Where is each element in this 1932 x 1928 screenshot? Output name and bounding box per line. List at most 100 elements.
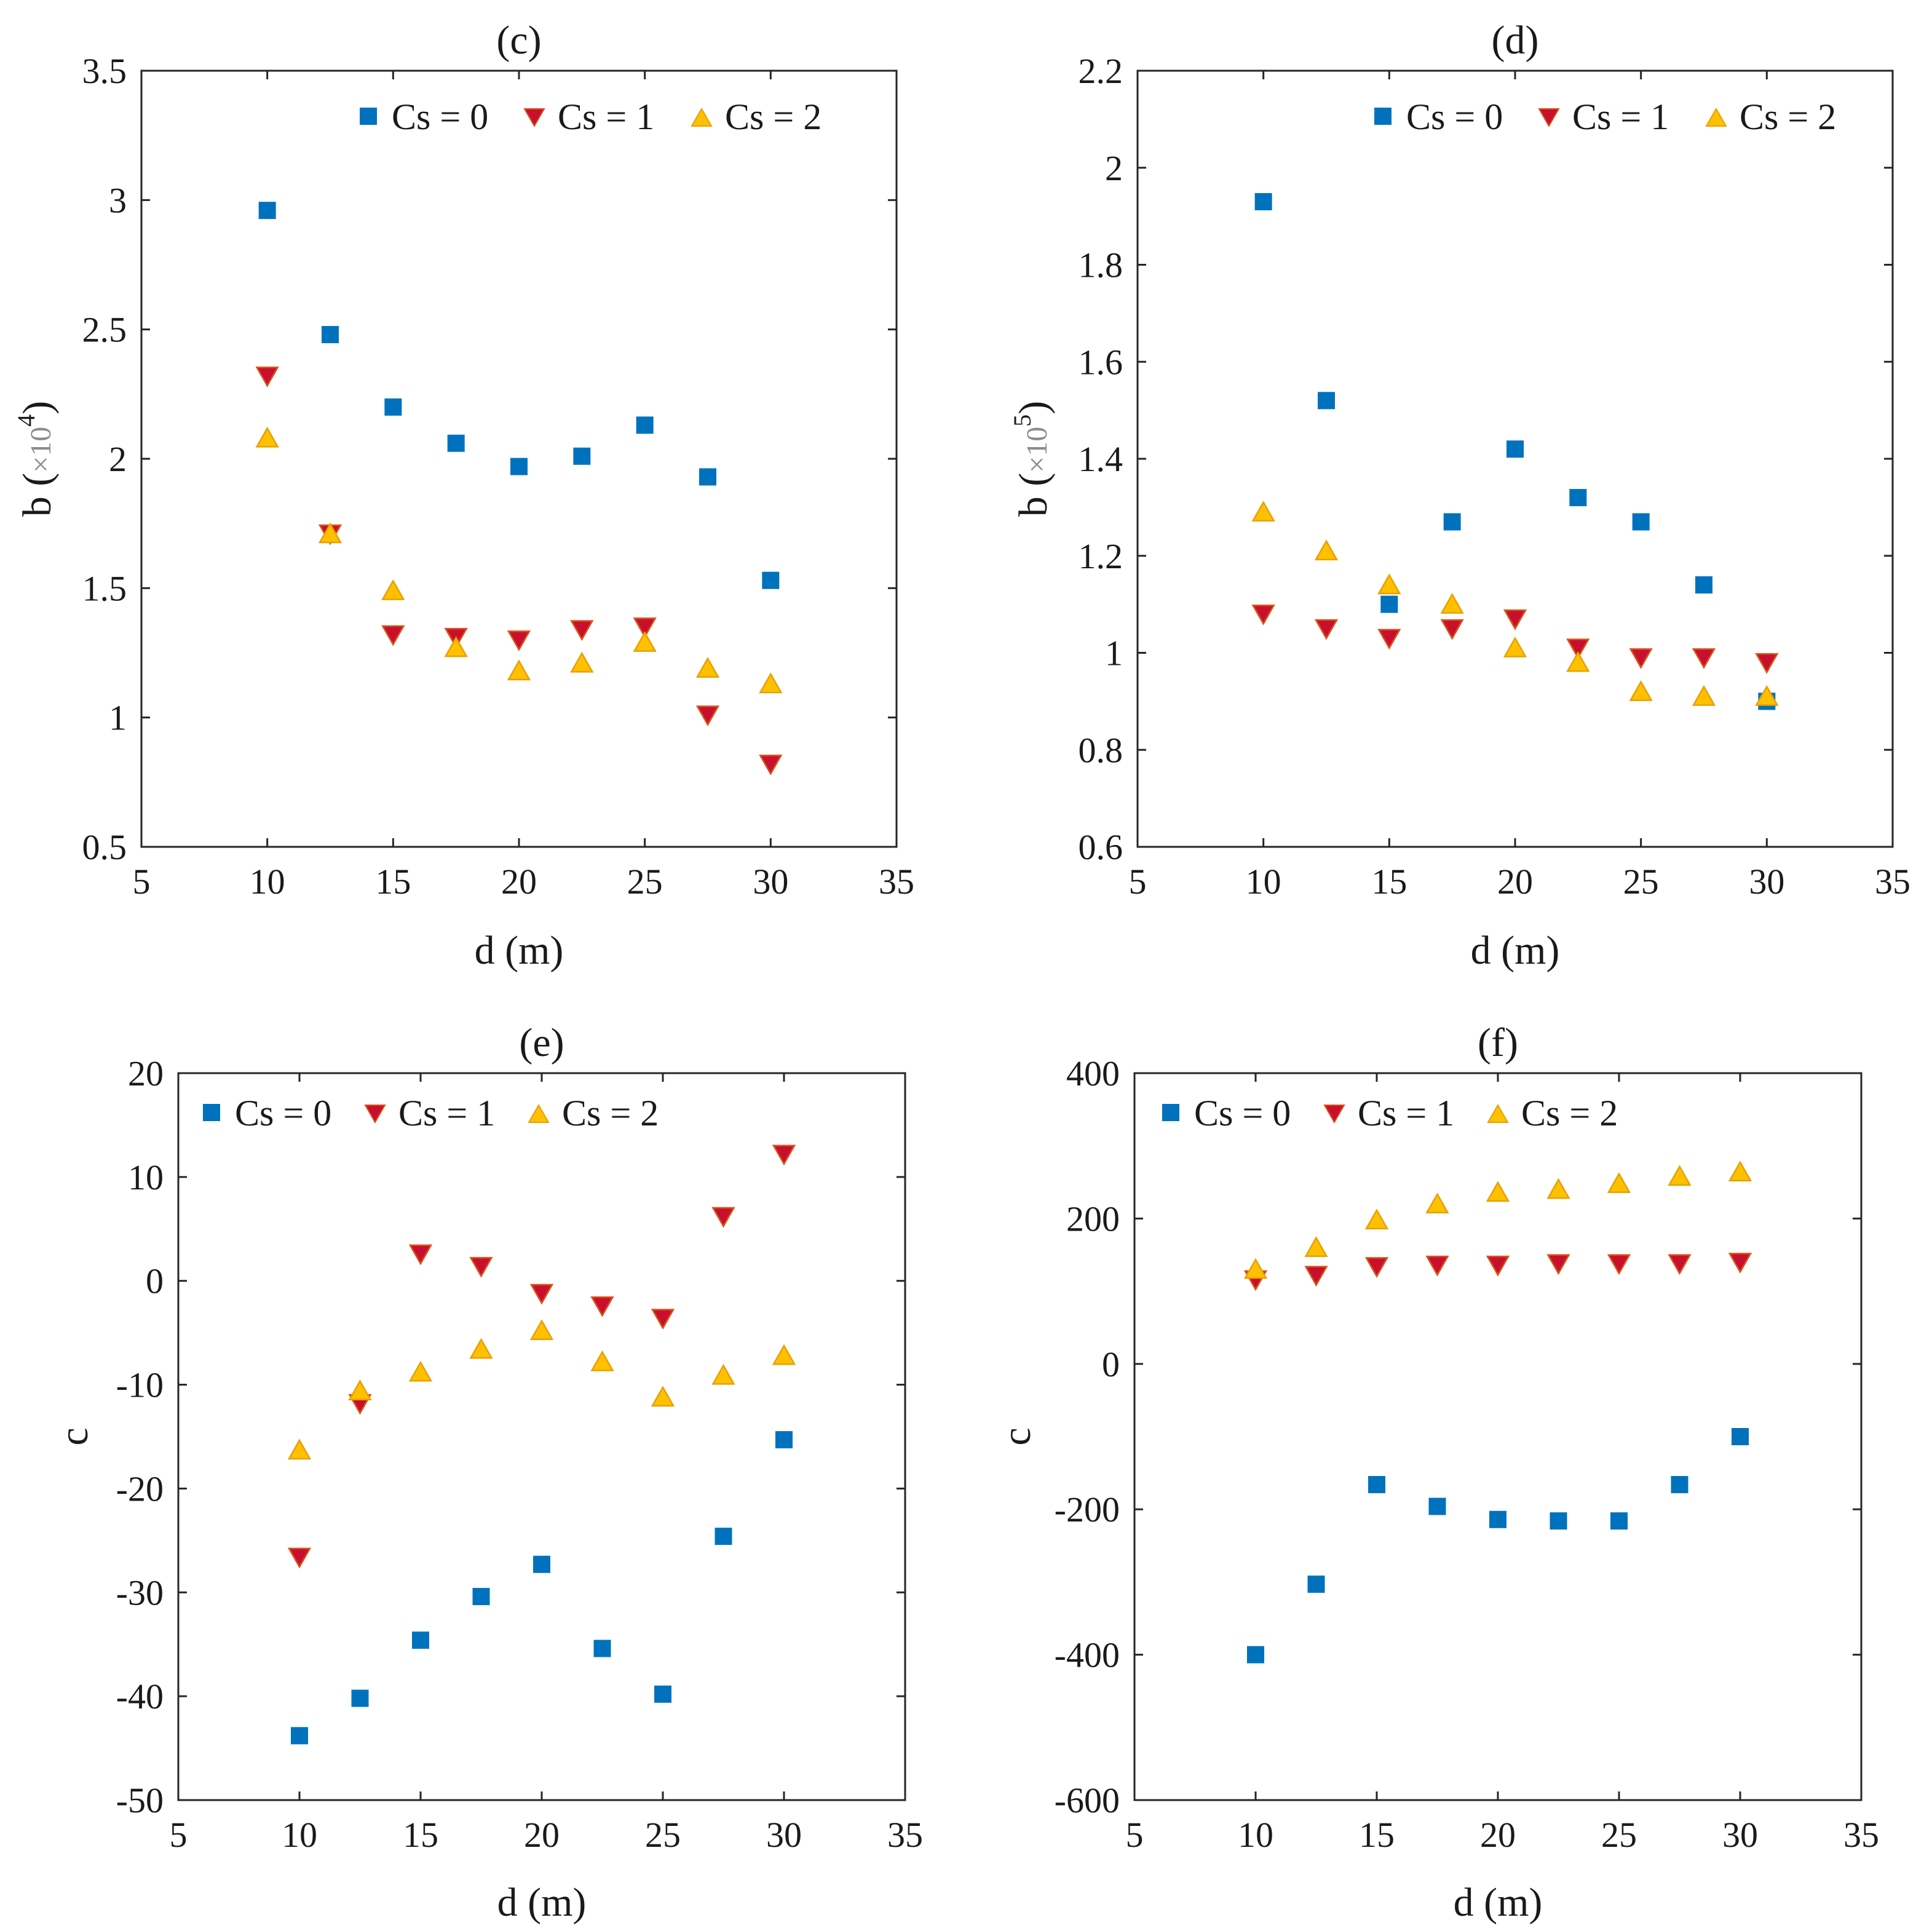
data-point-cs2 [1607, 1172, 1631, 1193]
legend-label-cs2: Cs = 2 [1521, 1093, 1618, 1133]
legend-label-cs2: Cs = 2 [725, 97, 821, 137]
x-ticks: 5 10 15 20 25 30 35 [170, 1073, 923, 1855]
data-point-cs0 [384, 398, 402, 416]
data-point-cs1 [255, 367, 279, 387]
legend-label-cs2: Cs = 2 [562, 1093, 659, 1133]
x-tick-label: 25 [627, 862, 663, 902]
y-tick-label: 1.4 [1079, 439, 1123, 479]
y-tick-label: 0 [1102, 1344, 1120, 1384]
data-point-cs2 [651, 1386, 675, 1407]
y-axis-label-times: ×10 [25, 427, 57, 473]
data-point-cs0 [472, 1588, 490, 1606]
data-point-cs2 [318, 522, 342, 544]
data-point-cs0 [1307, 1575, 1325, 1593]
x-tick-label: 25 [1623, 862, 1659, 902]
data-point-cs1 [695, 705, 720, 726]
data-point-cs0 [1506, 440, 1524, 458]
data-point-cs1 [1364, 1257, 1389, 1278]
y-tick-label: -10 [116, 1365, 164, 1405]
x-tick-label: 15 [1371, 862, 1407, 902]
data-point-cs2 [711, 1363, 735, 1385]
data-point-cs1 [1546, 1254, 1570, 1275]
y-tick-label: 1.6 [1079, 342, 1123, 382]
x-tick-label: 20 [501, 862, 537, 902]
y-tick-label: 10 [128, 1157, 164, 1197]
legend-marker-cs1 [364, 1105, 386, 1124]
y-tick-label: 2 [109, 439, 127, 479]
y-axis-label-exp: 4 [12, 415, 40, 427]
data-point-cs0 [1380, 595, 1398, 613]
x-axis-label: d (m) [1454, 1880, 1543, 1925]
data-point-cs1 [287, 1547, 312, 1569]
panel-e: (e) d (m) c 5 10 15 20 25 30 35 -50 -40 -30 -20 -1… [52, 1020, 923, 1925]
y-tick-label: 0.8 [1079, 730, 1123, 770]
data-point-cs1 [1668, 1254, 1692, 1275]
legend: Cs = 0 Cs = 1 Cs = 2 [1374, 97, 1836, 137]
x-tick-label: 30 [1749, 862, 1784, 902]
data-point-cs2 [1304, 1236, 1328, 1257]
data-point-cs2 [1314, 539, 1339, 561]
y-axis-label-times: ×10 [1021, 427, 1053, 473]
legend-marker-cs0 [1162, 1104, 1179, 1121]
data-point-cs2 [695, 657, 720, 678]
data-point-cs0 [573, 447, 591, 465]
x-tick-label: 10 [1246, 862, 1281, 902]
y-tick-label: -600 [1055, 1780, 1120, 1820]
legend-label-cs0: Cs = 0 [235, 1093, 331, 1133]
data-point-cs2 [348, 1379, 372, 1400]
y-tick-label: 1.8 [1079, 245, 1123, 285]
y-axis-label-main: b ( [1011, 473, 1056, 517]
data-point-cs0 [1254, 192, 1272, 210]
data-point-cs2 [469, 1338, 493, 1359]
y-tick-label: 1.2 [1079, 536, 1123, 576]
legend-label-cs0: Cs = 0 [1406, 97, 1503, 137]
data-point-cs0 [1632, 513, 1650, 531]
x-axis-label: d (m) [475, 928, 564, 973]
data-point-cs1 [1377, 629, 1401, 650]
data-marks [1251, 192, 1779, 710]
data-point-cs0 [1247, 1646, 1264, 1664]
data-point-cs2 [507, 659, 531, 681]
data-point-cs1 [1304, 1266, 1328, 1287]
data-point-cs0 [291, 1727, 308, 1745]
x-tick-label: 35 [887, 1815, 923, 1855]
legend-label-cs1: Cs = 1 [558, 97, 654, 137]
y-axis-label: b (×104) [12, 401, 60, 517]
data-point-cs2 [1728, 1160, 1752, 1182]
data-point-cs0 [715, 1528, 732, 1545]
y-tick-label: 2.2 [1079, 51, 1123, 91]
x-tick-label: 30 [753, 862, 788, 902]
y-tick-label: -30 [116, 1573, 164, 1613]
y-tick-label: 0.5 [82, 827, 127, 867]
y-tick-label: 0 [146, 1261, 164, 1301]
y-tick-label: -200 [1055, 1490, 1120, 1529]
data-point-cs0 [593, 1640, 611, 1657]
legend: Cs = 0 Cs = 1 Cs = 2 [1162, 1093, 1618, 1133]
y-tick-label: 0.6 [1079, 827, 1123, 867]
y-tick-label: 2 [1105, 148, 1123, 188]
data-point-cs0 [1318, 392, 1335, 410]
y-axis-label: c [994, 1427, 1039, 1445]
data-point-cs1 [570, 620, 594, 641]
data-point-cs0 [1489, 1510, 1506, 1528]
legend-label-cs1: Cs = 1 [1572, 97, 1669, 137]
x-axis-label: d (m) [1471, 928, 1560, 973]
panel-c: (c) d (m) b (×104) 5 10 15 20 25 30 35 0.5 1 1.5… [12, 18, 914, 973]
y-tick-label: -40 [116, 1676, 164, 1716]
data-point-cs1 [772, 1145, 796, 1166]
data-point-cs0 [412, 1631, 429, 1649]
data-point-cs0 [762, 571, 780, 589]
legend-marker-cs0 [360, 108, 377, 125]
data-point-cs1 [1755, 653, 1779, 674]
y-tick-label: 1 [1105, 633, 1123, 673]
data-point-cs2 [633, 631, 657, 652]
legend-marker-cs2 [528, 1103, 550, 1123]
y-tick-label: 2.5 [82, 310, 127, 350]
data-point-cs0 [1428, 1498, 1446, 1515]
data-point-cs1 [469, 1256, 493, 1278]
legend-label-cs0: Cs = 0 [392, 97, 488, 137]
data-point-cs2 [381, 579, 405, 600]
data-point-cs0 [699, 468, 716, 486]
x-tick-label: 5 [133, 862, 151, 902]
legend-marker-cs2 [1705, 107, 1727, 127]
